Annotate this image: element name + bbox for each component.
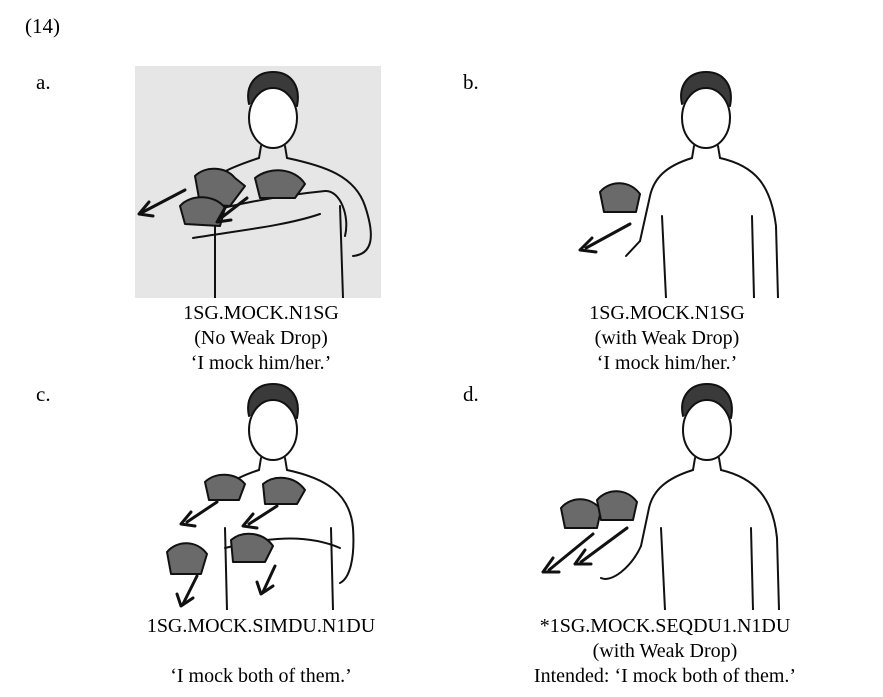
panel-a-translation: ‘I mock him/her.’ — [190, 352, 332, 374]
panel-c-note — [61, 639, 461, 664]
panel-b-translation: ‘I mock him/her.’ — [596, 352, 738, 374]
panel-a-gloss: 1SG.MOCK.N1SG — [183, 302, 339, 324]
panel-a-note: (No Weak Drop) — [194, 327, 328, 349]
panel-c-translation: ‘I mock both of them.’ — [170, 665, 352, 687]
signer-one-hand-mock-illustration — [566, 66, 812, 298]
panel-c-gloss: 1SG.MOCK.SIMDU.N1DU — [146, 615, 376, 637]
panel-c-label: c. — [36, 382, 51, 406]
panel-d-gloss: *1SG.MOCK.SEQDU1.N1DU — [539, 615, 791, 637]
signer-simultaneous-dual-mock-illustration — [135, 378, 381, 610]
panel-b-label: b. — [463, 70, 479, 94]
panel-a-caption: 1SG.MOCK.N1SG (No Weak Drop) ‘I mock him… — [61, 301, 461, 376]
panel-d-translation: Intended: ‘I mock both of them.’ — [533, 665, 797, 687]
panel-b-gloss: 1SG.MOCK.N1SG — [589, 302, 745, 324]
panel-b-note: (with Weak Drop) — [594, 327, 740, 349]
panel-d-label: d. — [463, 382, 479, 406]
signer-sequential-dual-mock-illustration — [541, 378, 787, 610]
panel-d-note: (with Weak Drop) — [592, 640, 738, 662]
example-number: (14) — [25, 14, 60, 38]
panel-d-caption: *1SG.MOCK.SEQDU1.N1DU (with Weak Drop) I… — [465, 614, 865, 689]
signer-two-hands-mock-illustration — [135, 66, 381, 298]
panel-b-caption: 1SG.MOCK.N1SG (with Weak Drop) ‘I mock h… — [467, 301, 867, 376]
panel-c-caption: 1SG.MOCK.SIMDU.N1DU ‘I mock both of them… — [61, 614, 461, 689]
panel-a-label: a. — [36, 70, 51, 94]
